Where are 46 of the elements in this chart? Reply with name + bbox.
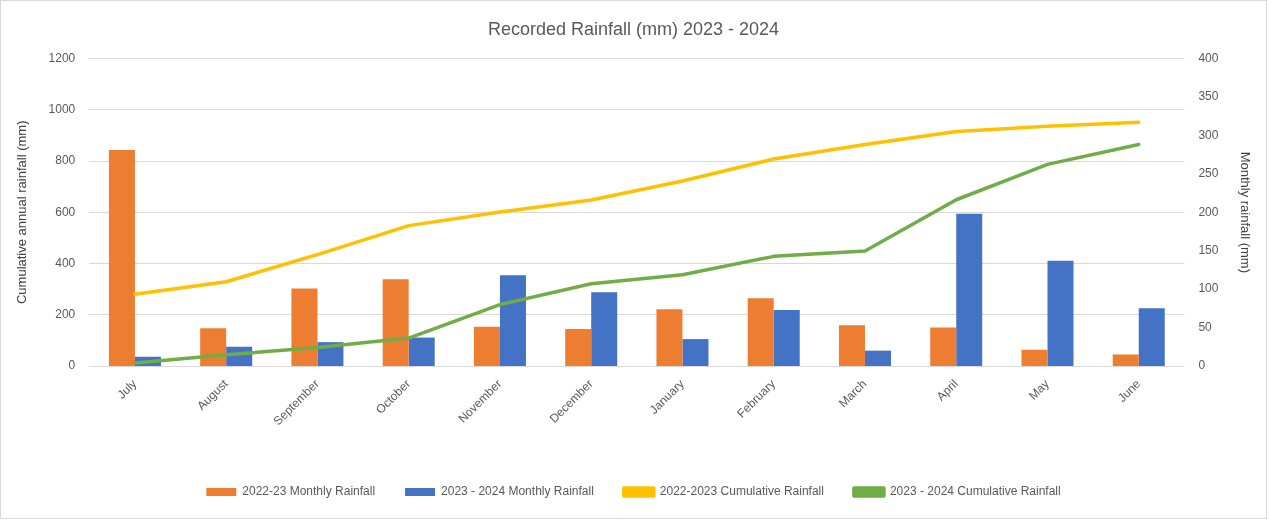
bar — [1112, 354, 1139, 366]
bar — [1047, 260, 1074, 366]
y2-tick-label: 300 — [1198, 127, 1219, 142]
bar — [382, 279, 409, 366]
y-tick-label: 400 — [55, 255, 76, 270]
x-tick-label: May — [1026, 376, 1052, 403]
y2-tick-label: 250 — [1198, 166, 1219, 181]
y2-tick-label: 50 — [1198, 319, 1213, 334]
bar — [108, 150, 135, 366]
bar — [656, 309, 683, 366]
y-axis-title: Cumulative annual rainfall (mm) — [14, 120, 30, 305]
chart-title: Recorded Rainfall (mm) 2023 - 2024 — [487, 18, 780, 39]
bar — [591, 292, 618, 366]
y2-tick-label: 400 — [1198, 50, 1219, 65]
bar — [473, 326, 500, 366]
bar — [682, 339, 709, 366]
y2-tick-label: 0 — [1198, 358, 1206, 373]
x-tick-label: July — [114, 376, 140, 402]
bar — [747, 298, 774, 366]
y2-tick-label: 150 — [1198, 243, 1219, 258]
legend-label: 2023 - 2024 Cumulative Rainfall — [889, 484, 1061, 499]
y-tick-label: 600 — [55, 204, 76, 219]
bar — [838, 325, 865, 366]
y-tick-label: 1200 — [48, 50, 76, 65]
y2-tick-label: 350 — [1198, 89, 1219, 104]
bar — [1021, 349, 1048, 366]
y-tick-label: 200 — [55, 307, 76, 322]
y-tick-label: 800 — [55, 153, 76, 168]
bar — [773, 309, 800, 366]
bar — [200, 328, 227, 366]
y-tick-label: 0 — [68, 358, 76, 373]
y2-axis-title: Monthly rainfall (mm) — [1237, 151, 1253, 273]
y2-tick-label: 200 — [1198, 204, 1219, 219]
bar — [930, 327, 957, 366]
bar — [864, 350, 891, 366]
bar — [956, 213, 983, 366]
y-tick-label: 1000 — [48, 102, 76, 117]
bar — [499, 275, 526, 366]
legend-label: 2022-23 Monthly Rainfall — [242, 484, 376, 499]
y2-tick-label: 100 — [1198, 281, 1219, 296]
legend-label: 2022-2023 Cumulative Rainfall — [659, 484, 824, 499]
legend-label: 2023 - 2024 Monthly Rainfall — [441, 484, 594, 499]
bar — [408, 337, 435, 366]
bar — [1138, 308, 1165, 366]
bar — [565, 329, 592, 366]
bar — [291, 288, 318, 366]
